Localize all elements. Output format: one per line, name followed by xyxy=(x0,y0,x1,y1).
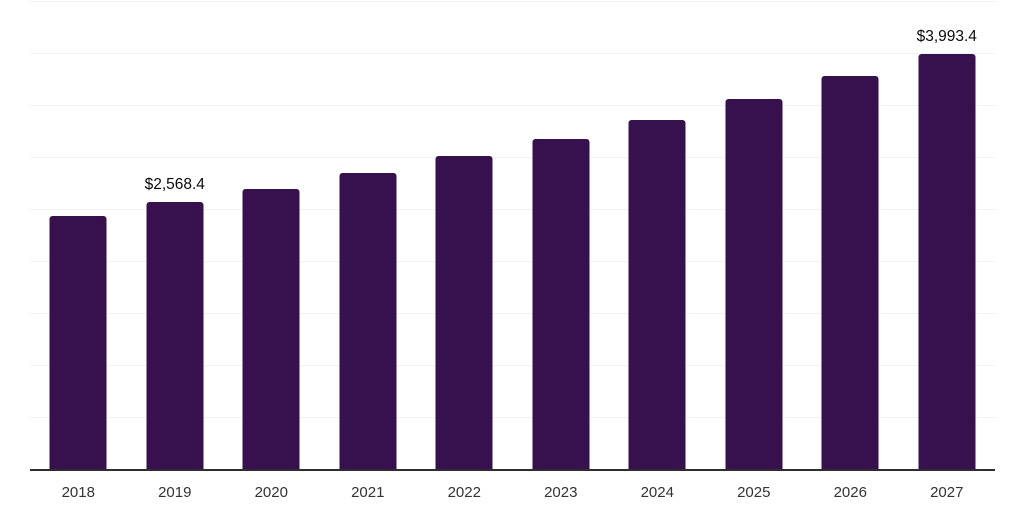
x-axis-line xyxy=(30,469,995,471)
gridline xyxy=(30,261,995,263)
bar-2021 xyxy=(339,173,397,469)
gridline xyxy=(30,157,995,159)
bar-2026 xyxy=(821,75,879,469)
plot-area: $2,568.4 $3,993.4 xyxy=(30,1,995,471)
x-tick-label-2019: 2019 xyxy=(158,484,192,501)
bar-slot: $3,993.4 xyxy=(899,1,996,469)
bar-2023 xyxy=(532,139,590,469)
gridline xyxy=(30,365,995,367)
gridline xyxy=(30,209,995,210)
x-tick-label-2024: 2024 xyxy=(640,484,674,501)
x-tick-label-2018: 2018 xyxy=(61,484,95,501)
bar-2027 xyxy=(918,53,976,469)
bar-2020 xyxy=(242,188,300,469)
bar-slot xyxy=(416,1,513,469)
gridline xyxy=(30,313,995,315)
bar-2022 xyxy=(435,156,493,469)
bar-slot xyxy=(30,1,127,469)
gridline xyxy=(30,53,995,55)
x-tick-label-2026: 2026 xyxy=(833,484,867,501)
gridline xyxy=(30,417,995,419)
bar-slot xyxy=(513,1,610,469)
bar-value-label-2027: $3,993.4 xyxy=(916,27,977,45)
bar-slot xyxy=(706,1,803,469)
x-tick-label-2020: 2020 xyxy=(254,484,288,501)
bar-2019 xyxy=(146,201,204,469)
x-tick-label-2021: 2021 xyxy=(351,484,385,501)
bar-slot: $2,568.4 xyxy=(127,1,224,469)
x-tick-label-2022: 2022 xyxy=(447,484,481,501)
bar-slot xyxy=(802,1,899,469)
x-axis: 2018 2019 2020 2021 2022 2023 2024 2025 2026 2027 xyxy=(30,484,995,501)
bar-2025 xyxy=(725,99,783,469)
bar-value-label-2019: $2,568.4 xyxy=(144,175,205,193)
x-tick-label-2023: 2023 xyxy=(544,484,578,501)
bar-2024 xyxy=(628,120,686,469)
x-tick-label-2027: 2027 xyxy=(930,484,964,501)
bar-slot xyxy=(609,1,706,469)
bar-slot xyxy=(320,1,417,469)
bar-2018 xyxy=(49,215,107,469)
bar-slot xyxy=(223,1,320,469)
bars: $2,568.4 $3,993.4 xyxy=(30,1,995,469)
gridline xyxy=(30,1,995,2)
x-tick-label-2025: 2025 xyxy=(737,484,771,501)
gridline xyxy=(30,105,995,106)
